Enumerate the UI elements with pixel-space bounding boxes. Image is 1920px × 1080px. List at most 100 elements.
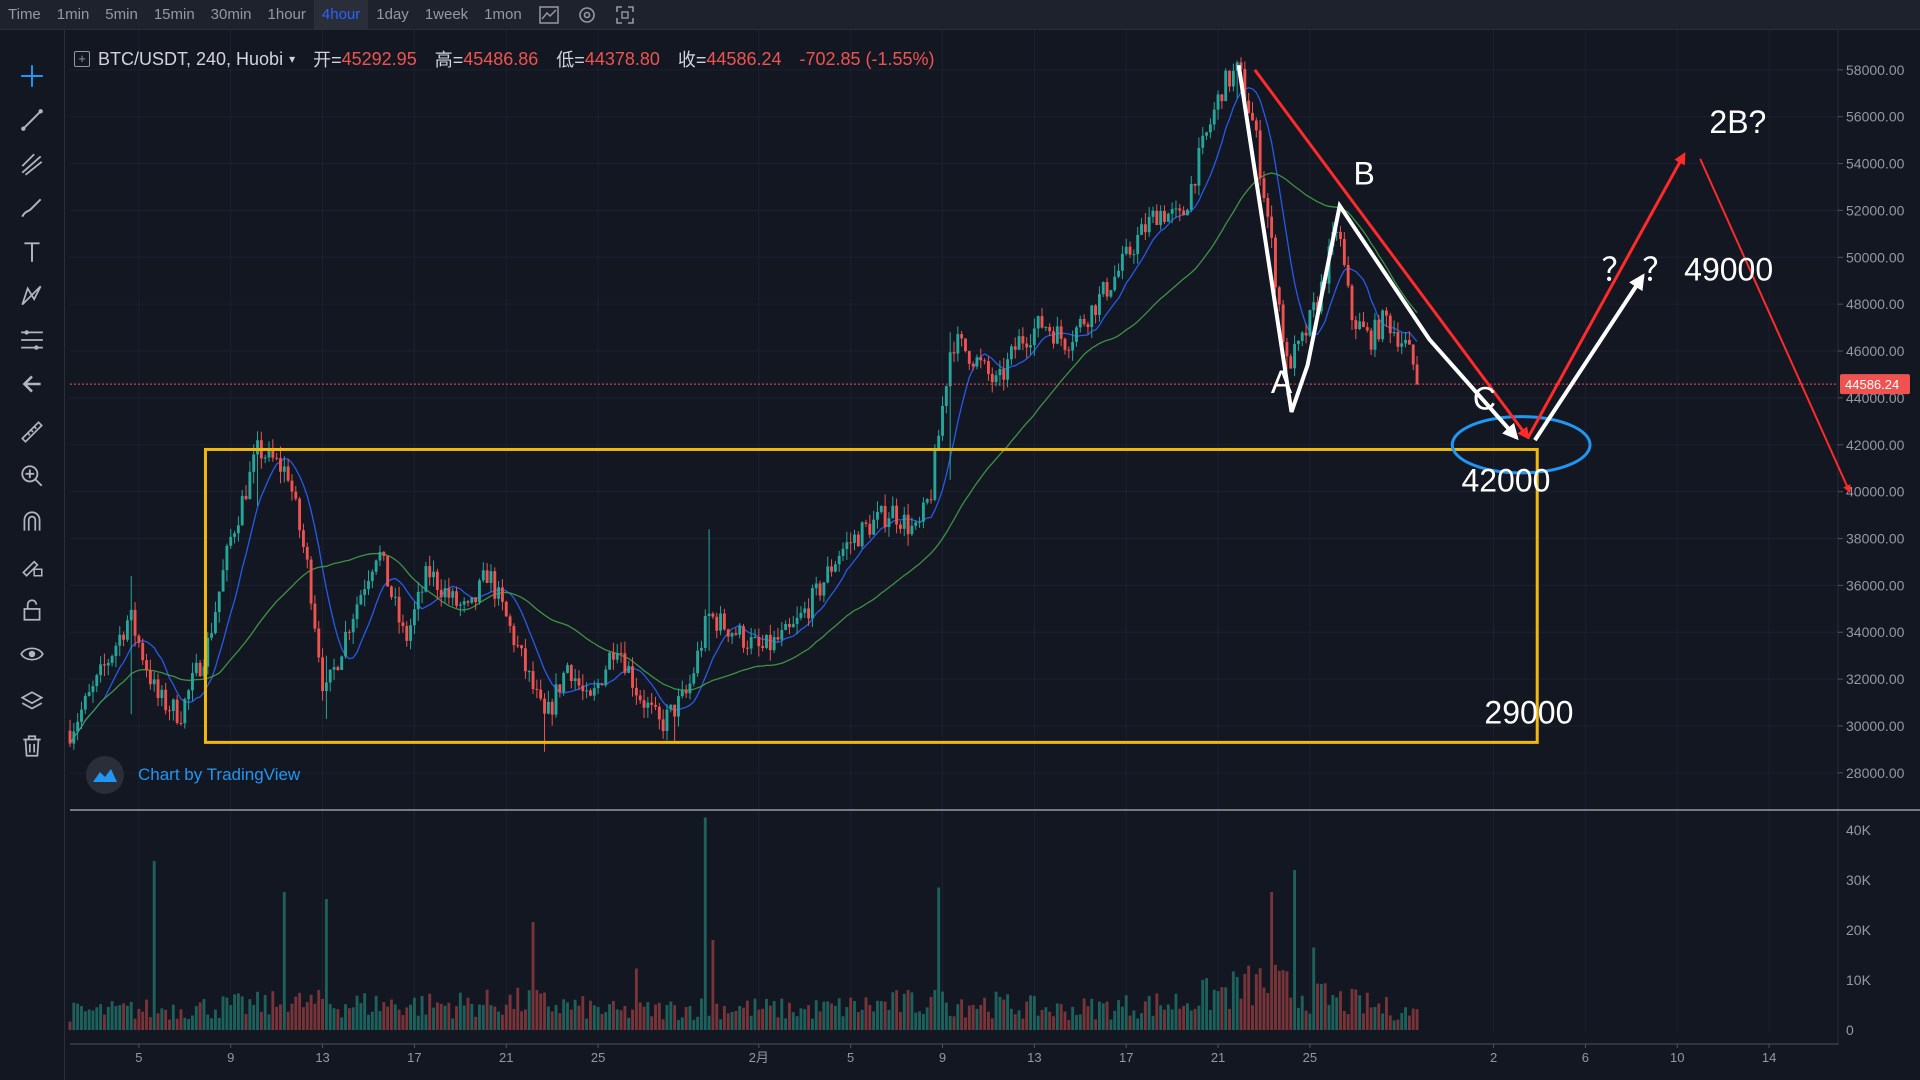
- timeframe-1min[interactable]: 1min: [56, 6, 90, 23]
- candle-body: [489, 571, 493, 583]
- unlock-icon[interactable]: [14, 592, 50, 628]
- candle-body: [1013, 346, 1017, 350]
- timeframe-4hour[interactable]: 4hour: [313, 0, 369, 29]
- volume-bar: [393, 1004, 397, 1030]
- candle-body: [818, 583, 822, 596]
- tradingview-watermark[interactable]: Chart by TradingView: [86, 756, 300, 794]
- crosshair-icon[interactable]: [14, 58, 50, 94]
- candle-body: [810, 588, 814, 619]
- volume-bar: [191, 1015, 194, 1030]
- back-arrow-icon[interactable]: [14, 366, 50, 402]
- timeframe-time[interactable]: Time: [8, 6, 41, 23]
- volume-bar: [688, 1005, 692, 1030]
- annotation-label: 49000: [1684, 252, 1773, 288]
- volume-bar: [367, 1014, 370, 1030]
- price-tick-label: 34000.00: [1846, 624, 1905, 640]
- candle-body: [887, 518, 891, 527]
- volume-bar: [160, 1008, 164, 1030]
- candle-body: [1300, 332, 1304, 341]
- trend-line-icon[interactable]: [14, 102, 50, 138]
- volume-bar: [780, 998, 784, 1030]
- candle-body: [367, 581, 370, 590]
- pitchfork-icon[interactable]: [14, 146, 50, 182]
- candle-body: [1404, 339, 1408, 344]
- volume-bar: [554, 1005, 558, 1030]
- candle-body: [615, 652, 619, 660]
- candle-body: [566, 665, 569, 673]
- indicator-icon[interactable]: [536, 4, 562, 26]
- volume-bar: [286, 1011, 290, 1030]
- fib-icon[interactable]: [14, 322, 50, 358]
- volume-bar: [1059, 1003, 1063, 1030]
- magnet-icon[interactable]: [14, 504, 50, 540]
- fullscreen-icon[interactable]: [612, 4, 638, 26]
- candle-body: [596, 683, 600, 689]
- annotations: A B C 42000 29000 ？ ？ 49000 2B?: [203, 64, 1851, 744]
- candle-body: [1189, 183, 1193, 210]
- lock-drawing-icon[interactable]: [14, 548, 50, 584]
- volume-bar: [546, 1006, 550, 1030]
- volume-bar: [1392, 1020, 1396, 1030]
- candle-body: [1231, 70, 1235, 87]
- time-tick-label: 17: [1119, 1050, 1133, 1065]
- brush-icon[interactable]: [14, 190, 50, 226]
- candle-body: [833, 564, 837, 572]
- volume-bar: [1105, 1001, 1109, 1030]
- candle-body: [145, 660, 148, 671]
- candle-body: [99, 664, 103, 676]
- volume-bar: [435, 1002, 439, 1030]
- volume-bar: [757, 1009, 761, 1030]
- trash-icon[interactable]: [14, 728, 50, 764]
- candle-body: [1097, 294, 1101, 315]
- timeframe-30min[interactable]: 30min: [210, 6, 252, 23]
- volume-bar: [1220, 987, 1224, 1030]
- volume-bar: [1186, 1003, 1189, 1030]
- plus-icon[interactable]: +: [74, 51, 90, 67]
- candle-body: [443, 588, 447, 598]
- candle-body: [1228, 70, 1231, 87]
- timeframe-1mon[interactable]: 1mon: [484, 6, 522, 23]
- timeframe-1week[interactable]: 1week: [424, 6, 469, 23]
- annotation-label: 42000: [1461, 463, 1550, 499]
- candle-body: [1009, 346, 1013, 360]
- candle-body: [554, 684, 558, 715]
- volume-bar: [466, 997, 470, 1030]
- ruler-icon[interactable]: [14, 414, 50, 450]
- volume-bar: [512, 1009, 516, 1030]
- candle-body: [707, 613, 711, 617]
- candle-body: [1136, 234, 1140, 255]
- candle-body: [1063, 338, 1067, 350]
- pattern-icon[interactable]: [14, 278, 50, 314]
- settings-icon[interactable]: [574, 4, 600, 26]
- timeframe-1day[interactable]: 1day: [376, 6, 409, 23]
- volume-bar: [474, 1016, 478, 1030]
- volume-bar: [1258, 968, 1262, 1030]
- timeframe-1hour[interactable]: 1hour: [267, 6, 306, 23]
- volume-bar: [1415, 1009, 1419, 1030]
- candle-body: [458, 604, 462, 606]
- zoom-in-icon[interactable]: [14, 458, 50, 494]
- layers-icon[interactable]: [14, 684, 50, 720]
- candle-body: [363, 589, 367, 595]
- volume-bar: [1231, 971, 1235, 1030]
- volume-bar: [615, 1009, 619, 1030]
- candle-body: [497, 587, 501, 599]
- timeframe-15min[interactable]: 15min: [153, 6, 195, 23]
- close-value: 44586.24: [706, 48, 782, 69]
- eye-icon[interactable]: [14, 636, 50, 672]
- symbol-title[interactable]: BTC/USDT, 240, Huobi: [98, 48, 284, 69]
- candle-body: [627, 666, 631, 673]
- candle-body: [990, 373, 994, 383]
- volume-bar: [508, 994, 512, 1030]
- candle-body: [1262, 178, 1266, 199]
- candle-body: [164, 689, 168, 711]
- volume-bar: [462, 1005, 466, 1030]
- chevron-down-icon[interactable]: ▾: [289, 52, 296, 66]
- timeframe-5min[interactable]: 5min: [105, 6, 138, 23]
- volume-bar: [608, 1004, 612, 1030]
- volume-bar: [252, 1005, 256, 1030]
- volume-bar: [397, 1009, 401, 1030]
- candle-body: [967, 351, 971, 364]
- text-icon[interactable]: [14, 234, 50, 270]
